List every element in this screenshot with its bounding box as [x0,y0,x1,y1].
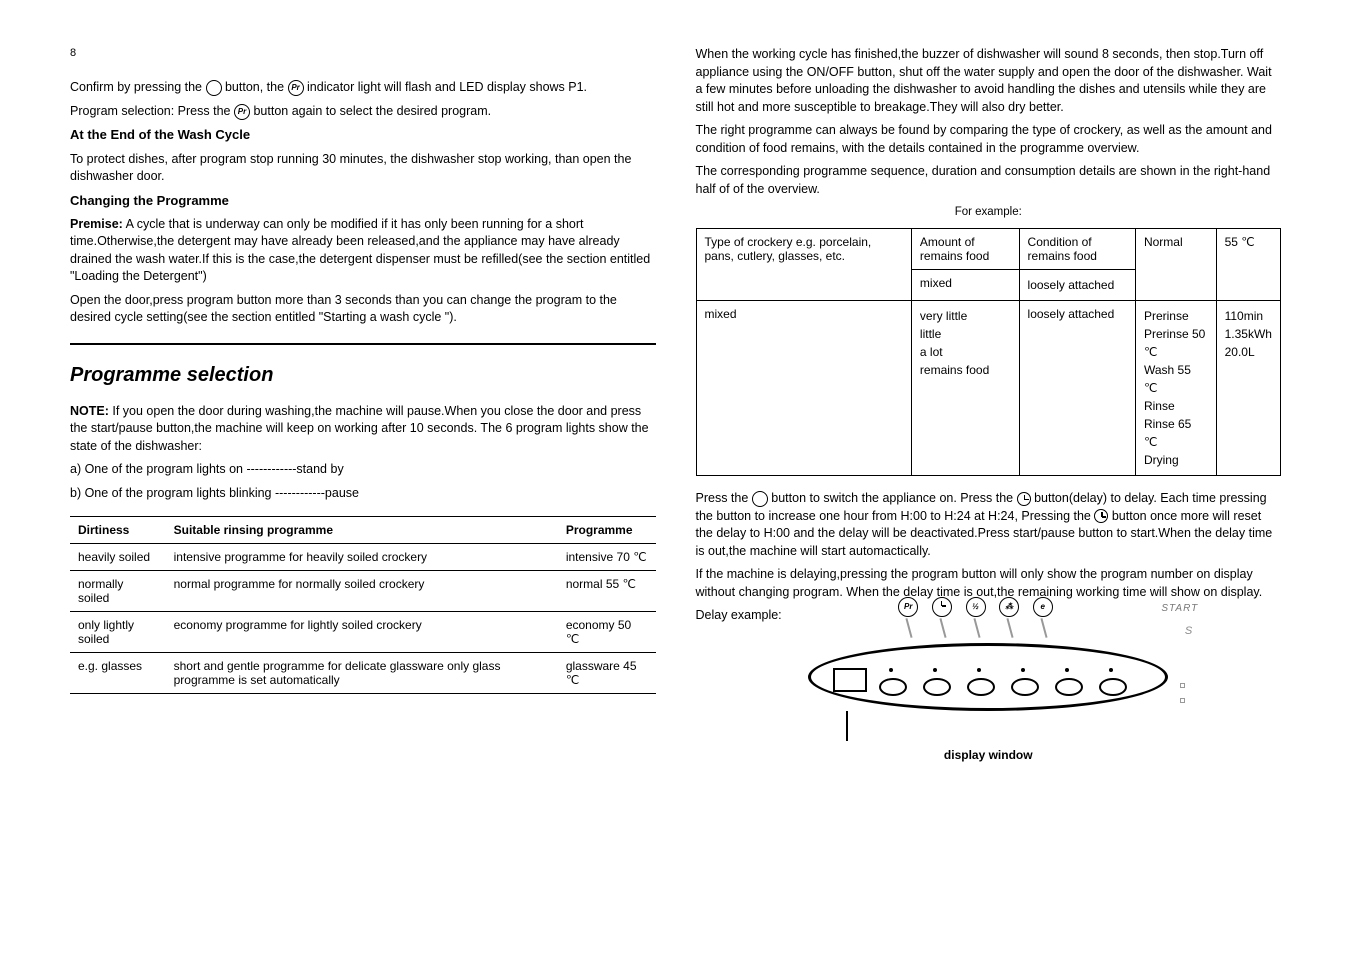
cell: very little little a lot remains food [911,301,1019,476]
panel-button [923,678,951,696]
cell: normally soiled [70,571,166,612]
panel-oval [808,643,1168,711]
protection-paragraph: To protect dishes, after program stop ru… [70,151,656,186]
premise-paragraph: Premise: A cycle that is underway can on… [70,216,656,286]
text: button to switch the appliance on. Press… [771,491,1013,505]
panel-button [967,678,995,696]
section-divider [70,343,656,345]
half-load-icon: ½ [966,597,986,617]
end-cycle-paragraph: When the working cycle has finished,the … [696,46,1282,116]
table-header-row: Dirtiness Suitable rinsing programme Pro… [70,517,656,544]
panel-icon-row: Pr ½ ⁂ e [898,597,1118,617]
s-icon: S [1185,625,1192,637]
table-header: Suitable rinsing programme [166,517,558,544]
note-block: NOTE: If you open the door during washin… [70,403,656,456]
cell: heavily soiled [70,544,166,571]
cell: loosely attached [1019,301,1135,476]
cell: glassware 45 ℃ [558,653,656,694]
pr-icon: Pr [898,597,918,617]
table-row: mixed very little little a lot remains f… [696,301,1281,476]
open-door-paragraph: Open the door,press program button more … [70,292,656,327]
display-caption: display window [808,747,1168,764]
cell: Amount of remains food [911,229,1019,270]
pr-icon: Pr [234,104,250,120]
text: Program selection: Press the [70,104,231,118]
confirm-paragraph: Confirm by pressing the button, the Pr i… [70,79,656,97]
cell: mixed [911,270,1019,301]
table-row: heavily soiled intensive programme for h… [70,544,656,571]
cell: e.g. glasses [70,653,166,694]
programme-selection-heading: Programme selection [70,361,656,389]
right-column: When the working cycle has finished,the … [676,40,1302,914]
panel-button [1055,678,1083,696]
cell: normal programme for normally soiled cro… [166,571,558,612]
text: button again to select the desired progr… [253,104,491,118]
premise-text: A cycle that is underway can only be mod… [70,217,650,284]
clock-icon [932,597,952,617]
state-bullet-a: a) One of the program lights on --------… [70,461,656,479]
cell: intensive programme for heavily soiled c… [166,544,558,571]
panel-button [1099,678,1127,696]
cell: mixed [696,301,911,476]
sequence-paragraph: The corresponding programme sequence, du… [696,163,1282,198]
cell: Prerinse Prerinse 50 ℃ Wash 55 ℃ Rinse R… [1135,301,1216,476]
note-text: If you open the door during washing,the … [70,404,649,453]
cell: economy 50 ℃ [558,612,656,653]
cell: economy programme for lightly soiled cro… [166,612,558,653]
note-label: NOTE: [70,404,109,418]
table-row: normally soiled normal programme for nor… [70,571,656,612]
left-column: 8 Confirm by pressing the button, the Pr… [50,40,676,914]
program-selection-paragraph: Program selection: Press the Pr button a… [70,103,656,121]
eco-icon: e [1033,597,1053,617]
table-header-row: Type of crockery e.g. porcelain, pans, c… [696,229,1281,270]
text: button, the [225,80,284,94]
cell: Normal [1135,229,1216,301]
onoff-circle-icon [206,80,222,96]
example-caption: For example: [696,204,1282,220]
table-header: Programme [558,517,656,544]
cell: short and gentle programme for delicate … [166,653,558,694]
cell: intensive 70 ℃ [558,544,656,571]
cell: loosely attached [1019,270,1135,301]
clock-icon [1094,509,1108,523]
cell: 110min 1.35kWh 20.0L [1216,301,1280,476]
rinse-aid-icon: ⁂ [999,597,1019,617]
cell: Condition of remains food [1019,229,1135,270]
pr-icon: Pr [288,80,304,96]
indicator-icons [1178,676,1185,706]
delay-paragraph: Press the button to switch the appliance… [696,490,1282,560]
programme-table: Dirtiness Suitable rinsing programme Pro… [70,516,656,694]
onoff-circle-icon [752,491,768,507]
cell: Type of crockery e.g. porcelain, pans, c… [696,229,911,301]
changing-programme-heading: Changing the Programme [70,192,656,210]
cell: 55 ℃ [1216,229,1280,301]
panel-display [833,668,867,692]
example-table: Type of crockery e.g. porcelain, pans, c… [696,228,1282,476]
start-label: START [1161,603,1198,614]
text: indicator light will flash and LED displ… [307,80,587,94]
premise-label: Premise: [70,217,123,231]
cell: only lightly soiled [70,612,166,653]
table-header: Dirtiness [70,517,166,544]
table-row: e.g. glasses short and gentle programme … [70,653,656,694]
compare-paragraph: The right programme can always be found … [696,122,1282,157]
clock-icon [1017,492,1031,506]
table-row: only lightly soiled economy programme fo… [70,612,656,653]
text: Press the [696,491,749,505]
panel-button [1011,678,1039,696]
arrow-icon [846,711,848,741]
control-panel-illustration: Pr ½ ⁂ e START S dis [808,643,1168,764]
state-bullet-b: b) One of the program lights blinking --… [70,485,656,503]
page-number: 8 [70,46,656,61]
text: Confirm by pressing the [70,80,202,94]
cell: normal 55 ℃ [558,571,656,612]
end-of-cycle-heading: At the End of the Wash Cycle [70,126,656,144]
panel-button [879,678,907,696]
